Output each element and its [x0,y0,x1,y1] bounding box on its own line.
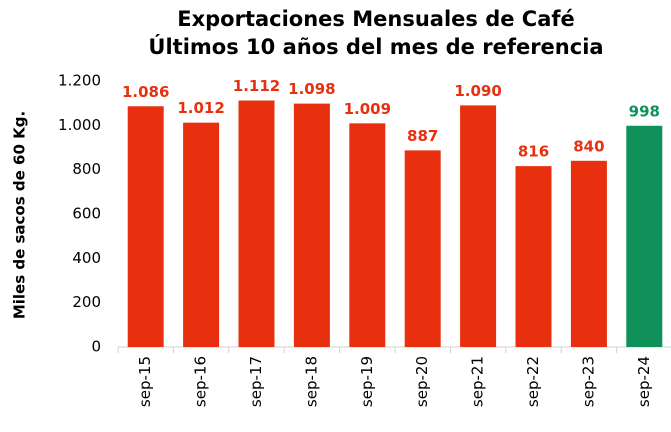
y-axis-label: Miles de sacos de 60 Kg. [11,111,29,319]
bar [127,106,164,348]
y-tick-label: 0 [91,338,101,356]
y-tick-label: 200 [72,293,101,311]
x-tick-label: sep-16 [192,356,210,407]
y-tick-label: 1.000 [58,116,101,134]
data-label: 840 [573,137,604,155]
bar [183,122,220,347]
y-tick-label: 400 [72,249,101,267]
bar [626,125,663,347]
y-tick-label: 800 [72,160,101,178]
chart-subtitle: Últimos 10 años del mes de referencia [148,34,603,59]
data-label: 1.098 [288,80,335,98]
data-label: 998 [629,102,660,120]
data-label: 1.086 [122,83,169,101]
x-tick-label: sep-24 [635,356,653,407]
bar [293,103,330,347]
chart-title: Exportaciones Mensuales de Café [177,7,575,31]
bar [238,100,275,347]
x-tick-label: sep-21 [469,356,487,407]
bar [515,166,552,347]
x-tick-label: sep-17 [247,356,265,407]
x-tick-label: sep-18 [302,356,320,407]
data-label: 1.112 [233,77,280,95]
data-label: 887 [407,127,438,145]
x-tick-label: sep-19 [358,356,376,407]
data-label: 816 [518,143,549,161]
bar [349,123,386,347]
bar [460,105,497,347]
bar [570,160,607,347]
x-tick-label: sep-20 [413,356,431,407]
bar [404,150,441,347]
y-tick-label: 600 [72,205,101,223]
y-tick-label: 1.200 [58,72,101,90]
x-tick-label: sep-15 [136,356,154,407]
x-tick-label: sep-22 [524,356,542,407]
data-label: 1.009 [344,100,391,118]
x-tick-label: sep-23 [579,356,597,407]
data-label: 1.090 [454,82,501,100]
data-label: 1.012 [177,99,224,117]
